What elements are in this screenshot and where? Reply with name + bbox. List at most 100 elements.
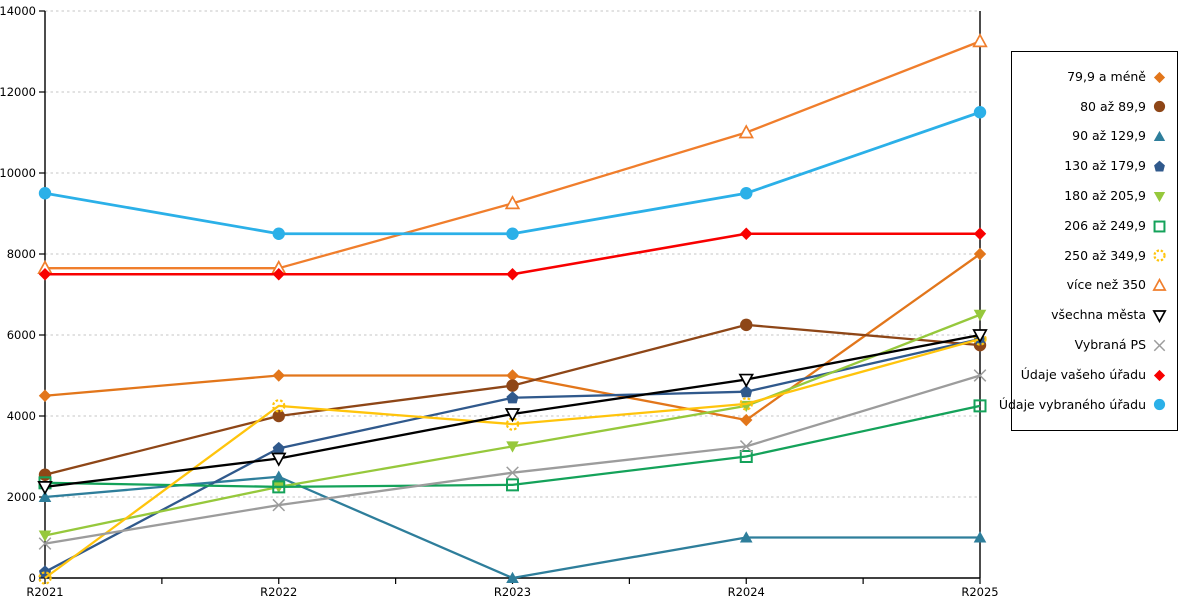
data-point-marker bbox=[271, 452, 287, 467]
data-point-marker bbox=[272, 498, 286, 512]
data-point-marker bbox=[740, 318, 753, 332]
data-point-marker bbox=[506, 379, 519, 392]
data-point-marker bbox=[1153, 130, 1166, 142]
data-point-marker bbox=[506, 369, 519, 382]
data-point-marker bbox=[38, 268, 52, 281]
series-7 bbox=[38, 332, 987, 585]
data-point-marker bbox=[506, 571, 519, 583]
data-point-marker bbox=[738, 373, 754, 388]
data-point-marker bbox=[1153, 191, 1166, 202]
square-open-legend-icon bbox=[1153, 220, 1166, 233]
triangle-down-open-legend-icon bbox=[1152, 310, 1167, 324]
series-line bbox=[44, 475, 980, 580]
y-axis-label: 6000 bbox=[7, 328, 36, 342]
pentagon-filled-legend-icon bbox=[1154, 160, 1165, 172]
legend-item-label: 250 až 349,9 bbox=[1064, 247, 1146, 263]
series-4 bbox=[39, 332, 986, 578]
y-axis-label: 8000 bbox=[7, 247, 36, 261]
legend-item[interactable]: 130 až 179,9 bbox=[1012, 154, 1177, 178]
data-point-marker bbox=[740, 413, 753, 427]
data-point-marker bbox=[973, 227, 987, 240]
data-point-marker bbox=[506, 391, 519, 404]
data-point-marker bbox=[272, 470, 286, 482]
data-point-marker bbox=[272, 441, 285, 454]
diamond-filled-legend-icon bbox=[1153, 71, 1166, 83]
data-point-marker bbox=[272, 399, 286, 413]
legend-item[interactable]: Vybraná PS bbox=[1012, 333, 1177, 357]
y-axis-label: 12000 bbox=[0, 85, 36, 99]
data-point-marker bbox=[38, 468, 52, 481]
legend-item-label: Údaje vybraného úřadu bbox=[998, 396, 1146, 412]
legend-item[interactable]: 80 až 89,9 bbox=[1012, 95, 1177, 119]
legend-item[interactable]: 206 až 249,9 bbox=[1012, 214, 1177, 238]
legend-item-label: 79,9 a méně bbox=[1067, 68, 1146, 84]
series-12 bbox=[38, 106, 987, 240]
data-point-marker bbox=[1153, 339, 1166, 352]
series-8 bbox=[37, 33, 988, 275]
x-axis-label: R2021 bbox=[26, 585, 63, 599]
data-point-marker bbox=[740, 227, 753, 240]
data-point-marker bbox=[38, 187, 52, 200]
legend-item[interactable]: 250 až 349,9 bbox=[1012, 244, 1177, 268]
series-9 bbox=[37, 329, 988, 496]
series-2 bbox=[38, 318, 987, 481]
legend-item-label: Vybraná PS bbox=[1074, 337, 1146, 353]
legend-item-label: 130 až 179,9 bbox=[1064, 158, 1146, 174]
data-point-marker bbox=[739, 450, 753, 463]
data-point-marker bbox=[272, 409, 285, 423]
circle-filled-legend-icon bbox=[1153, 101, 1166, 113]
data-point-marker bbox=[272, 369, 285, 382]
data-point-marker bbox=[973, 369, 987, 382]
data-point-marker bbox=[1153, 220, 1166, 233]
data-point-marker bbox=[1153, 399, 1166, 411]
data-point-marker bbox=[1152, 310, 1167, 324]
data-point-marker bbox=[272, 268, 285, 281]
legend-item[interactable]: 79,9 a méně bbox=[1012, 65, 1177, 89]
data-point-marker bbox=[37, 481, 53, 496]
series-3 bbox=[38, 470, 987, 583]
data-point-marker bbox=[740, 187, 753, 200]
data-point-marker bbox=[38, 490, 52, 502]
data-point-marker bbox=[272, 227, 285, 240]
data-point-marker bbox=[504, 408, 521, 423]
series-line bbox=[44, 404, 981, 489]
x-axis-label: R2025 bbox=[961, 585, 998, 599]
legend-item[interactable]: 90 až 129,9 bbox=[1012, 125, 1177, 149]
data-point-marker bbox=[973, 399, 987, 413]
data-point-marker bbox=[973, 106, 987, 119]
data-point-marker bbox=[1154, 160, 1165, 172]
data-point-marker bbox=[506, 227, 519, 240]
data-point-marker bbox=[38, 389, 52, 402]
triangle-up-open-legend-icon bbox=[1152, 278, 1167, 292]
x-axis-label: R2022 bbox=[260, 585, 297, 599]
circle-open-dashed-legend-icon bbox=[1153, 249, 1166, 263]
x-cross-legend-icon bbox=[1153, 339, 1166, 352]
legend-item[interactable]: 180 až 205,9 bbox=[1012, 184, 1177, 208]
data-point-marker bbox=[38, 571, 52, 585]
triangle-down-filled-legend-icon bbox=[1153, 191, 1166, 202]
triangle-up-filled-legend-icon bbox=[1153, 130, 1166, 142]
legend-item-label: Údaje vašeho úřadu bbox=[1020, 366, 1146, 382]
data-point-marker bbox=[1152, 278, 1167, 292]
series-line bbox=[44, 337, 981, 579]
data-point-marker bbox=[738, 124, 754, 139]
x-axis-label: R2023 bbox=[494, 585, 531, 599]
data-point-marker bbox=[739, 397, 753, 411]
data-point-marker bbox=[504, 195, 521, 210]
legend-item[interactable]: Údaje vybraného úřadu bbox=[999, 393, 1177, 417]
series-6 bbox=[38, 399, 987, 494]
series-10 bbox=[38, 369, 987, 550]
x-axis-label: R2024 bbox=[728, 585, 765, 599]
circle-filled-legend-icon bbox=[1153, 399, 1166, 411]
legend-item[interactable]: všechna města bbox=[1012, 304, 1177, 328]
y-axis-label: 2000 bbox=[7, 490, 36, 504]
legend-item[interactable]: Údaje vašeho úřadu bbox=[1012, 363, 1177, 387]
data-point-marker bbox=[1153, 369, 1166, 381]
legend-item[interactable]: více než 350 bbox=[1012, 274, 1177, 298]
data-point-marker bbox=[38, 530, 52, 542]
series-5 bbox=[38, 309, 987, 542]
diamond-filled-legend-icon bbox=[1153, 369, 1166, 381]
data-point-marker bbox=[740, 385, 753, 398]
y-axis-label: 4000 bbox=[7, 409, 36, 423]
